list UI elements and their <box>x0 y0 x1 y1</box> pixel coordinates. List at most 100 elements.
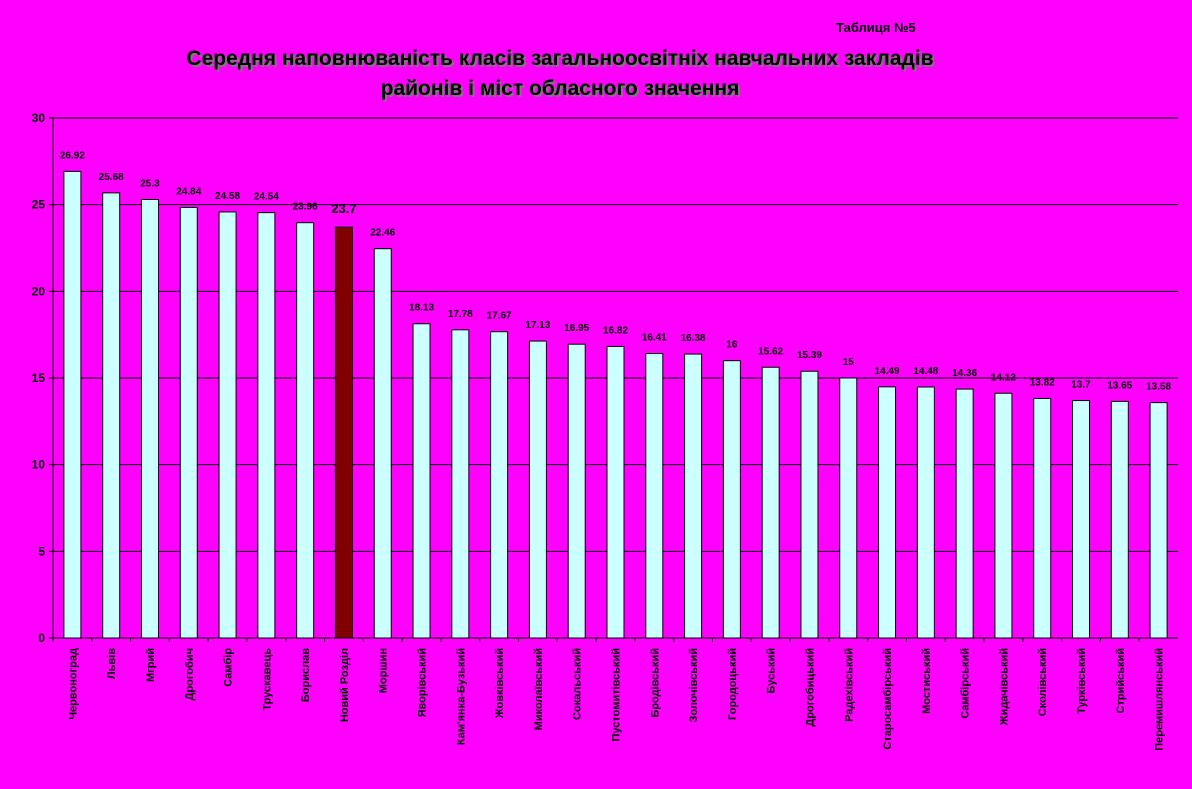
data-label: 16.95 <box>564 323 589 334</box>
bar <box>916 386 935 639</box>
data-label: 16.41 <box>642 333 667 344</box>
bar <box>218 211 237 639</box>
data-label: 17.78 <box>448 309 473 320</box>
data-label: 17.13 <box>525 320 550 331</box>
data-label: 15.62 <box>758 346 783 357</box>
category-label: Жовківський <box>494 648 506 719</box>
category-labels: Червоноград Львів Мгрий Дрогобич Самбір Труск… <box>67 648 1165 751</box>
bar <box>722 360 741 639</box>
table-number-label: Таблиця №5 <box>836 20 916 35</box>
data-label: 16 <box>726 340 738 351</box>
category-label: Яворівський <box>417 648 429 717</box>
y-tick-label: 15 <box>32 371 46 385</box>
data-label: 23.96 <box>293 202 318 213</box>
bar <box>102 192 121 639</box>
bar <box>761 366 780 639</box>
category-label: Сколівський <box>1037 648 1049 716</box>
data-label: 24.54 <box>254 192 279 203</box>
category-label: Турківський <box>1076 648 1088 714</box>
category-label: Бродівський <box>649 648 661 718</box>
data-label: 17.67 <box>487 311 512 322</box>
y-tick-label: 20 <box>32 284 46 298</box>
bar <box>955 388 974 639</box>
data-label: 14.49 <box>875 366 900 377</box>
category-label: Мгрий <box>145 648 157 682</box>
category-label: Моршин <box>378 648 390 693</box>
bar <box>684 353 703 639</box>
data-label: 14.36 <box>952 368 977 379</box>
category-label: Самбір <box>223 648 235 687</box>
category-label: Миколаївський <box>533 648 545 730</box>
data-label: 16.38 <box>681 333 706 344</box>
bar <box>412 323 431 639</box>
data-label: 13.65 <box>1107 380 1132 391</box>
category-label: Буський <box>766 648 778 694</box>
y-tick-label: 30 <box>32 111 46 125</box>
bar <box>1149 402 1168 639</box>
category-label: Червоноград <box>67 648 79 720</box>
y-tick-label: 25 <box>32 198 46 212</box>
y-tick-label: 10 <box>32 458 46 472</box>
bar <box>839 377 858 639</box>
bar <box>528 340 547 639</box>
bar <box>645 353 664 639</box>
bar <box>606 345 625 639</box>
bar <box>63 170 82 639</box>
data-label: 22.46 <box>370 228 395 239</box>
category-label: Львів <box>106 648 118 679</box>
category-label: Старосамбірський <box>882 648 894 750</box>
category-label: Стрийський <box>1115 648 1127 713</box>
category-label: Жидачівський <box>998 648 1010 726</box>
data-label: 13.58 <box>1146 382 1171 393</box>
bar <box>373 248 392 639</box>
data-label: 23.7 <box>331 201 356 216</box>
bar <box>1110 400 1129 639</box>
data-label: 25.68 <box>99 172 124 183</box>
data-label: 15.39 <box>797 350 822 361</box>
data-label: 16.82 <box>603 325 628 336</box>
category-label: Борислав <box>300 648 312 702</box>
chart-title-line-2: районів і міст обласного значення <box>380 77 740 100</box>
category-label: Радехівський <box>843 648 855 722</box>
data-label: 14.12 <box>991 372 1016 383</box>
chart-title-line-1: Середня наповнюваність класів загальноос… <box>186 47 934 70</box>
bar <box>567 343 586 639</box>
category-label: Сокальський <box>572 648 584 720</box>
bar <box>1033 397 1052 639</box>
bar <box>1072 400 1091 639</box>
category-label: Городоцький <box>727 648 739 720</box>
category-label: Пустомитівський <box>611 648 623 741</box>
bar <box>296 222 315 639</box>
bar <box>257 212 276 639</box>
data-label: 14.48 <box>913 366 938 377</box>
bar <box>878 386 897 639</box>
bar <box>179 206 198 639</box>
data-label: 24.58 <box>215 191 240 202</box>
data-labels: 26.92 25.68 25.3 24.84 24.58 24.54 23.96 23.7 22… <box>60 150 1172 392</box>
category-label: Самбірський <box>960 648 972 719</box>
bar-highlighted <box>334 226 353 639</box>
bar <box>994 392 1013 639</box>
chart-title: Середня наповнюваність класів загальноос… <box>70 44 1050 104</box>
bar <box>140 198 159 639</box>
data-label: 13.82 <box>1030 377 1055 388</box>
category-label: Новий Розділ <box>339 648 351 722</box>
data-label: 13.7 <box>1071 380 1091 391</box>
category-label: Трускавець <box>261 648 273 711</box>
data-label: 26.92 <box>60 150 85 161</box>
data-label: 15 <box>843 357 855 368</box>
category-label: Дрогобич <box>184 648 196 700</box>
bar <box>490 331 509 639</box>
data-label: 25.3 <box>140 178 160 189</box>
category-label: Дрогобицький <box>804 648 816 727</box>
category-label: Перемишлянський <box>1154 648 1166 751</box>
bar <box>800 370 819 639</box>
category-label: Золочівський <box>688 648 700 722</box>
data-label: 24.84 <box>176 186 201 197</box>
y-tick-label: 0 <box>38 631 45 645</box>
data-label: 18.13 <box>409 303 434 314</box>
y-tick-label: 5 <box>38 544 45 558</box>
category-label: Мостиський <box>921 648 933 714</box>
bars <box>63 170 1168 639</box>
